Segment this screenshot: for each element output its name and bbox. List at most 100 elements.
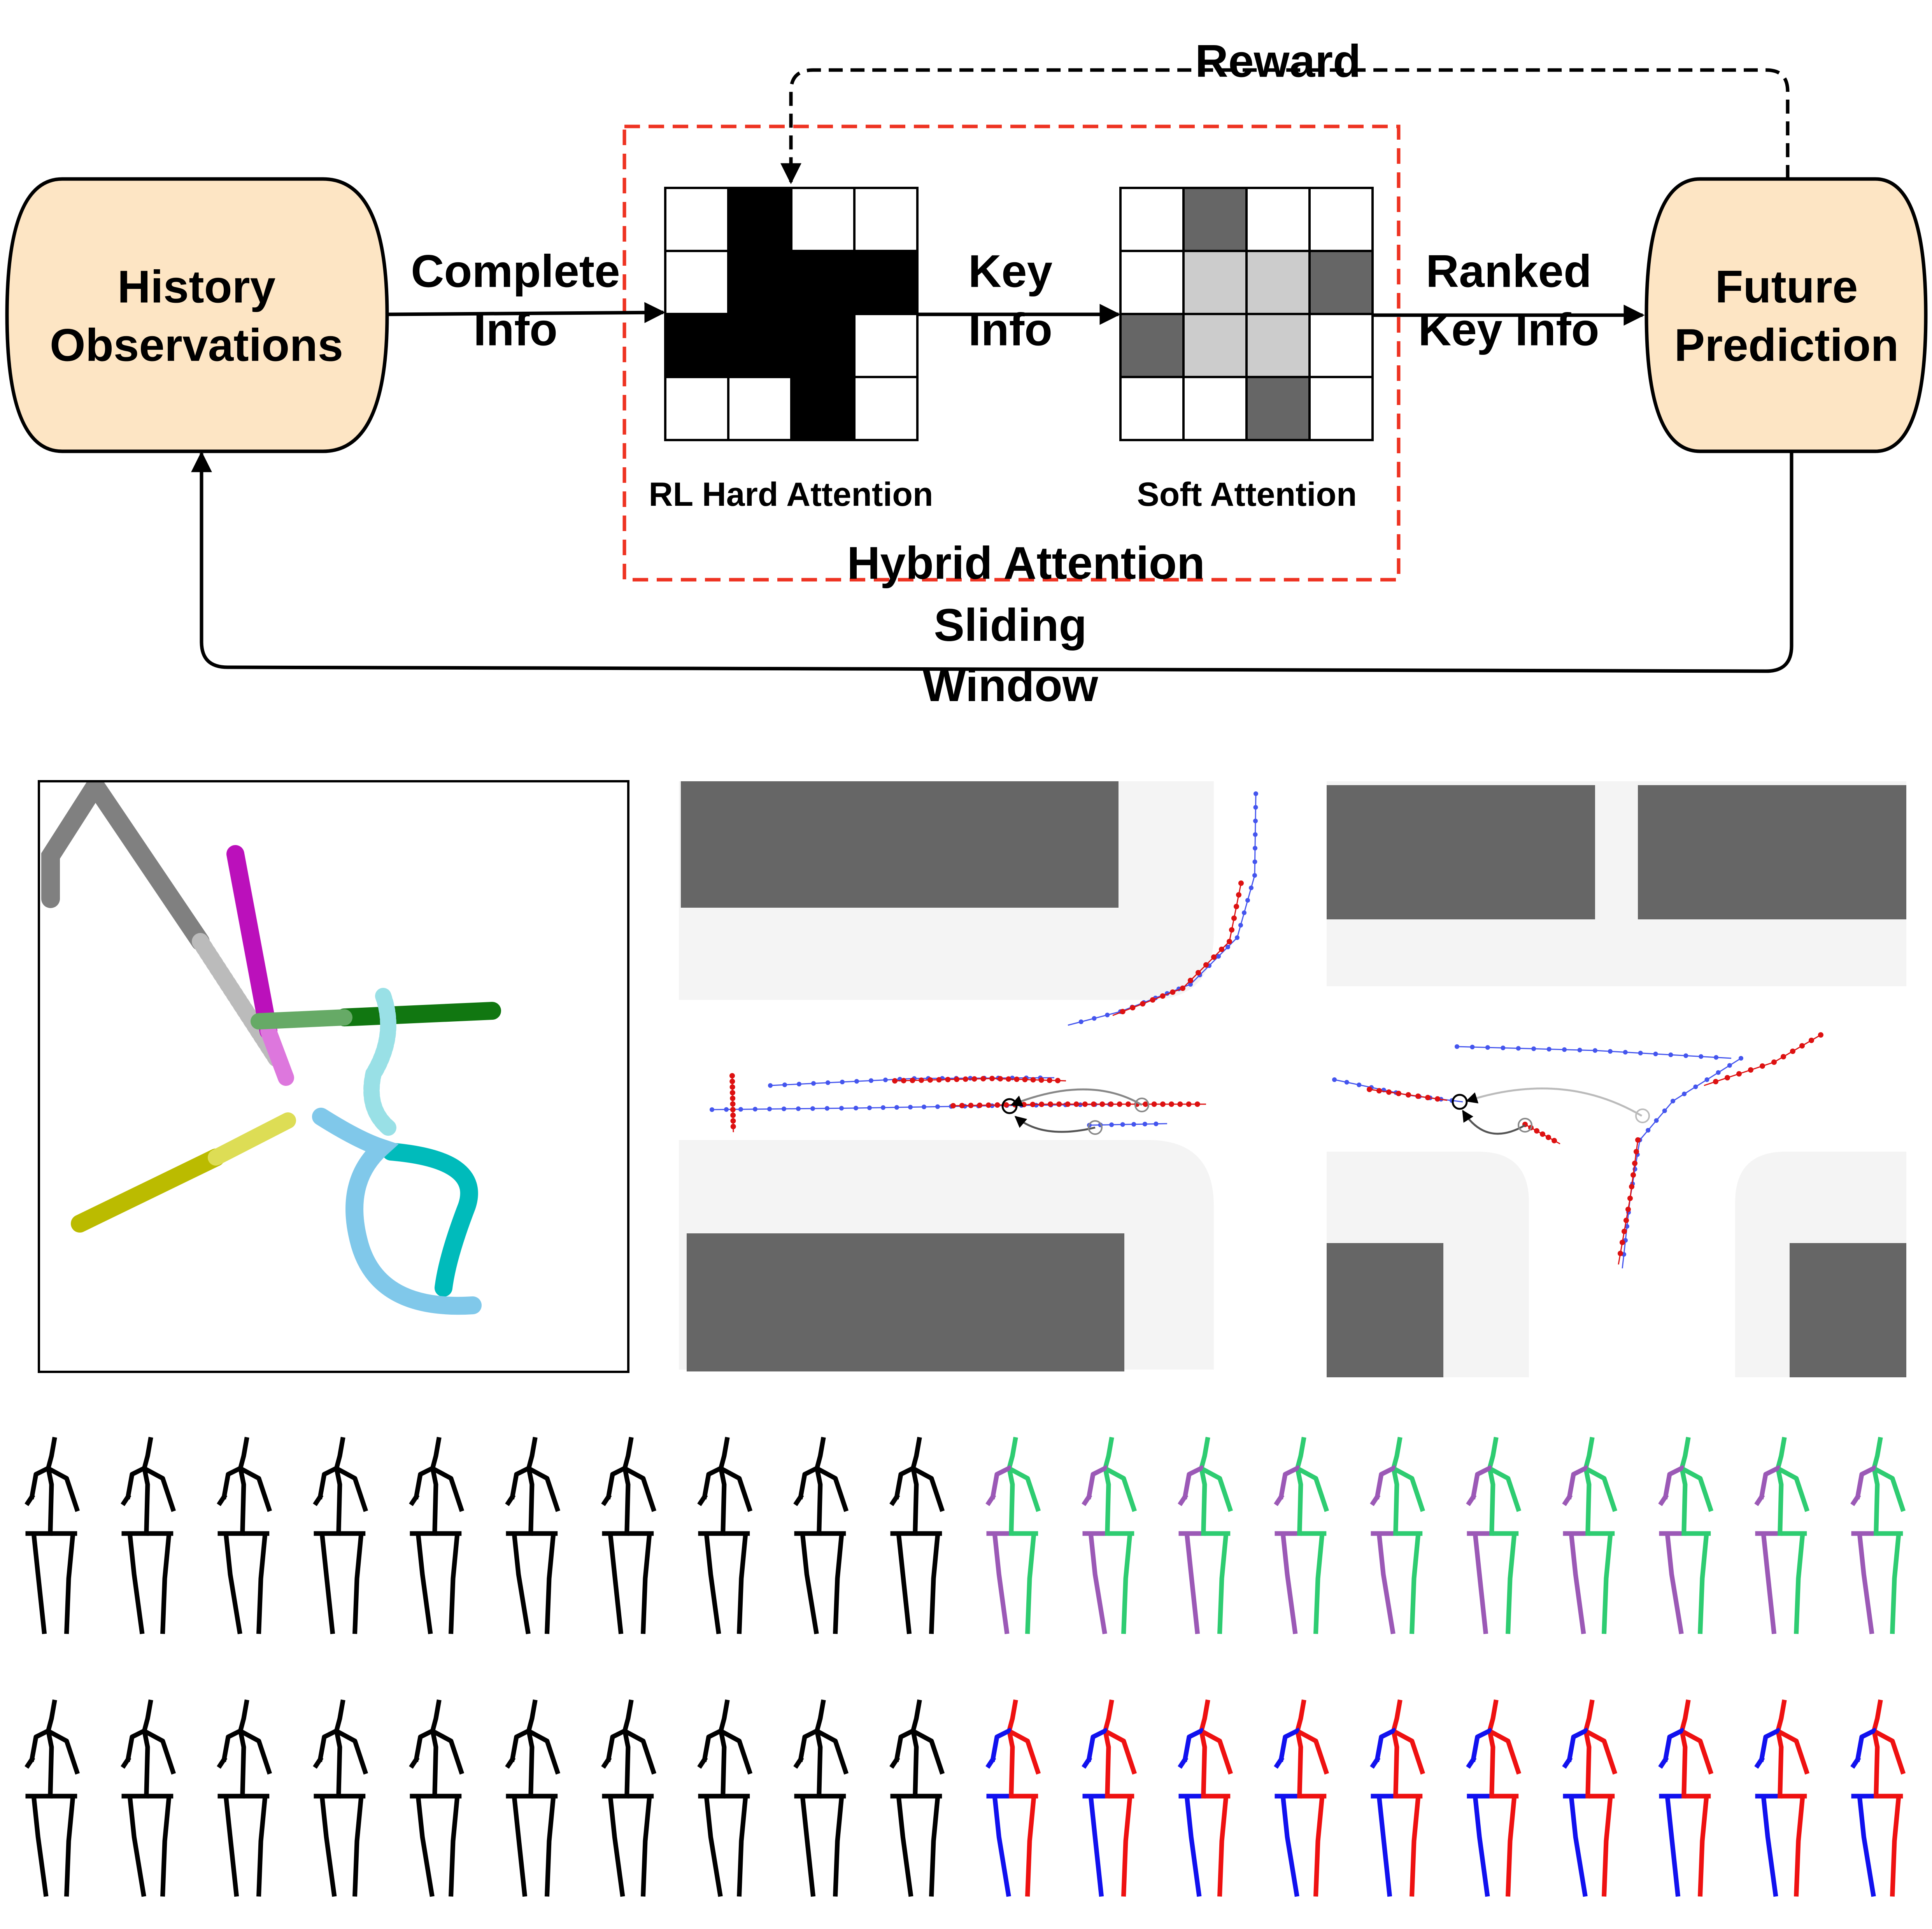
- trajectory-point: [1188, 982, 1193, 987]
- hybrid-attention-caption: Hybrid Attention: [847, 538, 1205, 589]
- complete-info-label: Complete Info: [411, 246, 620, 356]
- pose-limb: [1086, 1727, 1109, 1762]
- trajectory-point: [1130, 1005, 1136, 1010]
- trajectory-point: [1818, 1032, 1823, 1038]
- pose-limb: [1082, 1756, 1092, 1769]
- pose-limb: [1569, 1796, 1588, 1897]
- trajectory-point: [867, 1105, 872, 1110]
- pose-limb: [1088, 1533, 1107, 1634]
- pose-limb: [1663, 1465, 1685, 1499]
- trajectory-point: [730, 1096, 736, 1101]
- trajectory-point: [1739, 1056, 1743, 1061]
- pose-limb: [1025, 1796, 1036, 1897]
- pose-limb: [1471, 1727, 1493, 1762]
- pose-limb: [1890, 1796, 1901, 1897]
- trajectory-point: [729, 1090, 735, 1096]
- pose-limb: [704, 1796, 723, 1897]
- pose-limb: [622, 1437, 634, 1536]
- pose-limb: [601, 1756, 612, 1769]
- trajectory-point: [1713, 1079, 1718, 1084]
- pose-limb: [144, 1467, 176, 1512]
- pose-limb: [702, 1465, 724, 1499]
- pose-limb: [317, 1727, 340, 1762]
- grid-cell: [1119, 250, 1185, 315]
- pose-limb: [1794, 1533, 1805, 1634]
- grid-cell: [790, 313, 856, 378]
- trajectory-point: [1516, 1046, 1521, 1051]
- pose-limb: [1184, 1533, 1200, 1634]
- trajectory-line: [1618, 1140, 1639, 1265]
- pose-limb: [625, 1729, 657, 1775]
- trajectory-point: [1253, 805, 1258, 810]
- pose-limb: [608, 1796, 625, 1897]
- pose-limb: [505, 1756, 516, 1769]
- trajectory-point: [869, 1078, 873, 1083]
- pose-limb: [641, 1533, 652, 1634]
- pose-limb: [1201, 1467, 1233, 1512]
- pose-limb: [1562, 1756, 1573, 1769]
- pose-limb: [25, 1756, 35, 1769]
- trajectory-point: [1632, 1161, 1637, 1166]
- building-right-top-left: [1327, 785, 1595, 919]
- pose-limb: [1855, 1465, 1878, 1499]
- trajectory-point: [1634, 1149, 1639, 1154]
- pose-limb: [121, 1493, 131, 1506]
- trajectory-point: [1727, 1063, 1732, 1068]
- pose-limb: [1857, 1796, 1876, 1897]
- trajectory-point: [1646, 1128, 1651, 1133]
- pose-limb: [1376, 1533, 1396, 1634]
- pose-limb: [798, 1727, 820, 1762]
- pose-limb: [929, 1533, 940, 1634]
- pose-limb: [992, 1796, 1011, 1897]
- trajectory-point: [1038, 1077, 1044, 1083]
- trajectory-panel-frame: [38, 780, 629, 1373]
- pose-limb: [433, 1467, 465, 1512]
- pose-limb: [64, 1533, 75, 1634]
- pose-limb: [1471, 1465, 1493, 1499]
- label-line: Key Info: [1418, 304, 1599, 356]
- pose-limb: [1278, 1465, 1301, 1499]
- trajectory-point: [1714, 1055, 1719, 1060]
- trajectory-point: [1188, 978, 1193, 983]
- trajectory-point: [936, 1077, 942, 1083]
- trajectory-point: [1238, 880, 1244, 886]
- trajectory-point: [1252, 873, 1257, 878]
- pose-limb: [833, 1796, 844, 1897]
- pose-limb: [221, 1465, 244, 1499]
- label-line: Soft Attention: [1137, 476, 1357, 513]
- pose-limb: [793, 1493, 804, 1506]
- trajectory-point: [945, 1077, 951, 1082]
- label-line: Sliding: [934, 600, 1087, 651]
- trajectory-points-left: [710, 791, 1258, 1135]
- pose-limb: [121, 1756, 131, 1769]
- pose-limb: [510, 1727, 532, 1762]
- trajectory-point: [1635, 1137, 1641, 1143]
- pose-limb: [1313, 1533, 1325, 1634]
- label-line: RL Hard Attention: [649, 476, 933, 513]
- pose-limb: [721, 1467, 753, 1512]
- pose-limb: [1105, 1729, 1137, 1775]
- trajectory-point: [1236, 892, 1241, 898]
- pose-limb: [1184, 1796, 1202, 1897]
- trajectory-point: [710, 1107, 714, 1112]
- trajectory-point: [1140, 1001, 1146, 1007]
- trajectory-magenta-fade: [260, 1023, 294, 1086]
- trajectory-point: [1231, 915, 1237, 921]
- pose-limb: [1295, 1699, 1306, 1799]
- grid-cell: [853, 313, 919, 378]
- trajectory-point: [1435, 1096, 1440, 1102]
- trajectory-point: [1809, 1038, 1814, 1043]
- trajectory-point: [1219, 947, 1224, 952]
- pose-limb: [815, 1437, 826, 1536]
- trajectory-point: [1039, 1101, 1045, 1107]
- pose-limb: [817, 1467, 849, 1512]
- trajectory-point: [797, 1082, 801, 1087]
- trajectory-point: [1671, 1099, 1675, 1103]
- pose-limb: [1850, 1493, 1861, 1506]
- trajectory-point: [1082, 1101, 1088, 1107]
- pose-limb: [545, 1533, 556, 1634]
- pose-limb: [256, 1533, 268, 1634]
- grid-cell: [1182, 313, 1248, 378]
- driving-scene-right: [1327, 781, 1906, 1377]
- trajectory-point: [1186, 1101, 1192, 1107]
